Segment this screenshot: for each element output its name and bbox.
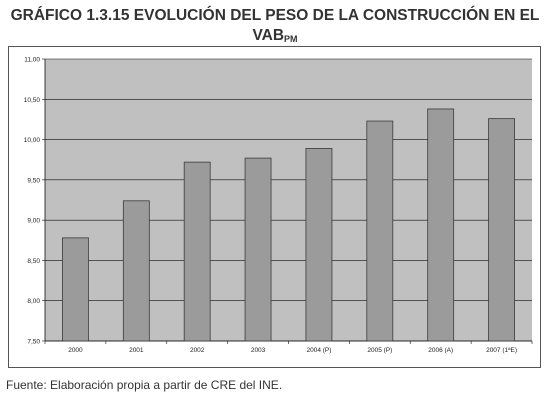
y-tick-label: 10,50 xyxy=(24,97,41,104)
y-tick-label: 9,50 xyxy=(27,177,40,184)
bar xyxy=(305,148,333,342)
y-tick-label: 7,50 xyxy=(27,339,40,346)
plot-area xyxy=(45,59,532,341)
bar xyxy=(366,120,394,342)
bar xyxy=(427,108,455,342)
x-tick-label: 2001 xyxy=(129,347,144,354)
bar xyxy=(183,161,211,342)
x-tick-label: 2007 (1ªE) xyxy=(486,347,517,354)
chart-title-vab: VAB xyxy=(252,27,285,44)
bar-chart: 7,50 8,00 8,50 9,00 9,50 10,00 10,50 11,00 2000 2… xyxy=(24,57,533,354)
bar xyxy=(62,237,89,342)
chart-title: GRÁFICO 1.3.15 EVOLUCIÓN DEL PESO DE LA … xyxy=(0,6,550,49)
bar xyxy=(122,200,150,342)
chart-title-subscript: PM xyxy=(284,34,298,44)
bar xyxy=(488,118,515,342)
x-tick-label: 2000 xyxy=(68,347,83,354)
x-tick-label: 2004 (P) xyxy=(306,347,331,354)
chart-title-line-1: GRÁFICO 1.3.15 EVOLUCIÓN DEL PESO DE LA … xyxy=(10,7,540,24)
x-tick-label: 2005 (P) xyxy=(367,347,392,354)
chart-frame: 7,50 8,00 8,50 9,00 9,50 10,00 10,50 11,00 2000 2… xyxy=(8,46,541,368)
x-tick-label: 2006 (A) xyxy=(428,347,453,354)
y-tick-label: 10,00 xyxy=(24,137,41,144)
y-tick-label: 9,00 xyxy=(27,218,40,225)
y-tick-label: 8,00 xyxy=(27,298,40,305)
bar xyxy=(244,157,272,342)
source-note: Fuente: Elaboración propia a partir de C… xyxy=(6,378,283,392)
y-tick-label: 8,50 xyxy=(27,258,40,265)
x-tick-label: 2003 xyxy=(251,347,266,354)
x-tick-label: 2002 xyxy=(190,347,205,354)
chart-title-line-2: VABPM xyxy=(0,26,550,49)
y-tick-label: 11,00 xyxy=(24,57,40,64)
